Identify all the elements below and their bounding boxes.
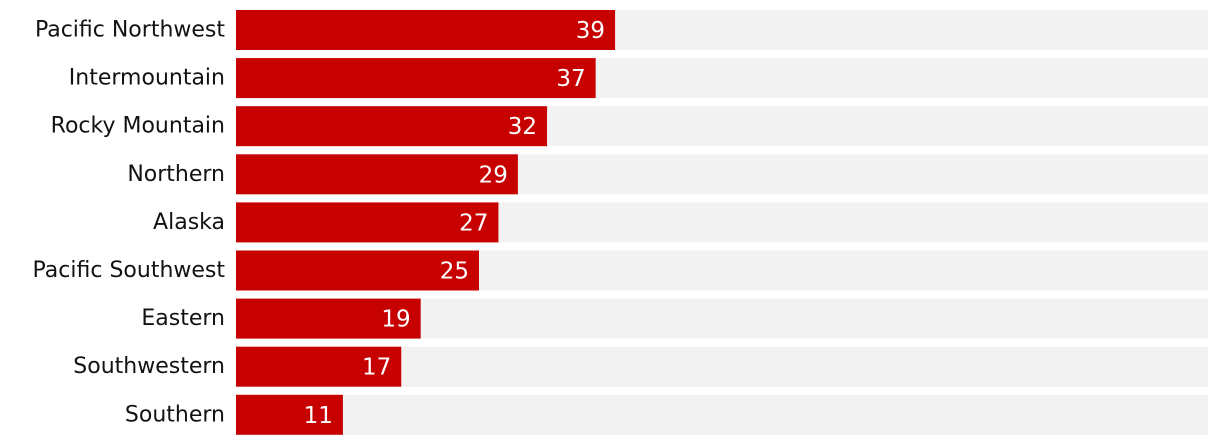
value-label: 27 xyxy=(459,210,488,236)
bar-northern xyxy=(236,154,518,195)
category-label: Alaska xyxy=(153,210,225,235)
category-label: Pacific Northwest xyxy=(35,18,225,43)
value-label: 19 xyxy=(381,307,410,333)
category-label: Intermountain xyxy=(69,66,225,91)
value-label: 29 xyxy=(479,162,508,188)
category-label: Pacific Southwest xyxy=(33,258,226,283)
value-label: 37 xyxy=(556,66,585,92)
category-label: Southwestern xyxy=(73,354,225,379)
bar-pacific-southwest xyxy=(236,250,479,291)
bar-rows: Pacific Northwest 39 Intermountain 37 Rocky … xyxy=(33,10,1208,435)
value-label: 25 xyxy=(440,259,469,285)
bar-eastern xyxy=(236,298,421,339)
value-label: 11 xyxy=(304,403,333,429)
category-label: Rocky Mountain xyxy=(51,114,225,139)
bar-alaska xyxy=(236,202,499,243)
bar-intermountain xyxy=(236,58,596,99)
value-label: 32 xyxy=(508,114,537,140)
category-label: Northern xyxy=(127,162,225,187)
bar-rocky-mountain xyxy=(236,106,548,147)
category-label: Southern xyxy=(125,402,225,427)
category-label: Eastern xyxy=(141,306,225,331)
bar-pacific-northwest xyxy=(236,10,616,50)
bar-southwestern xyxy=(236,346,402,387)
bar-track xyxy=(236,394,1208,435)
bar-southern xyxy=(236,394,343,435)
value-label: 39 xyxy=(576,18,605,44)
value-label: 17 xyxy=(362,355,391,381)
